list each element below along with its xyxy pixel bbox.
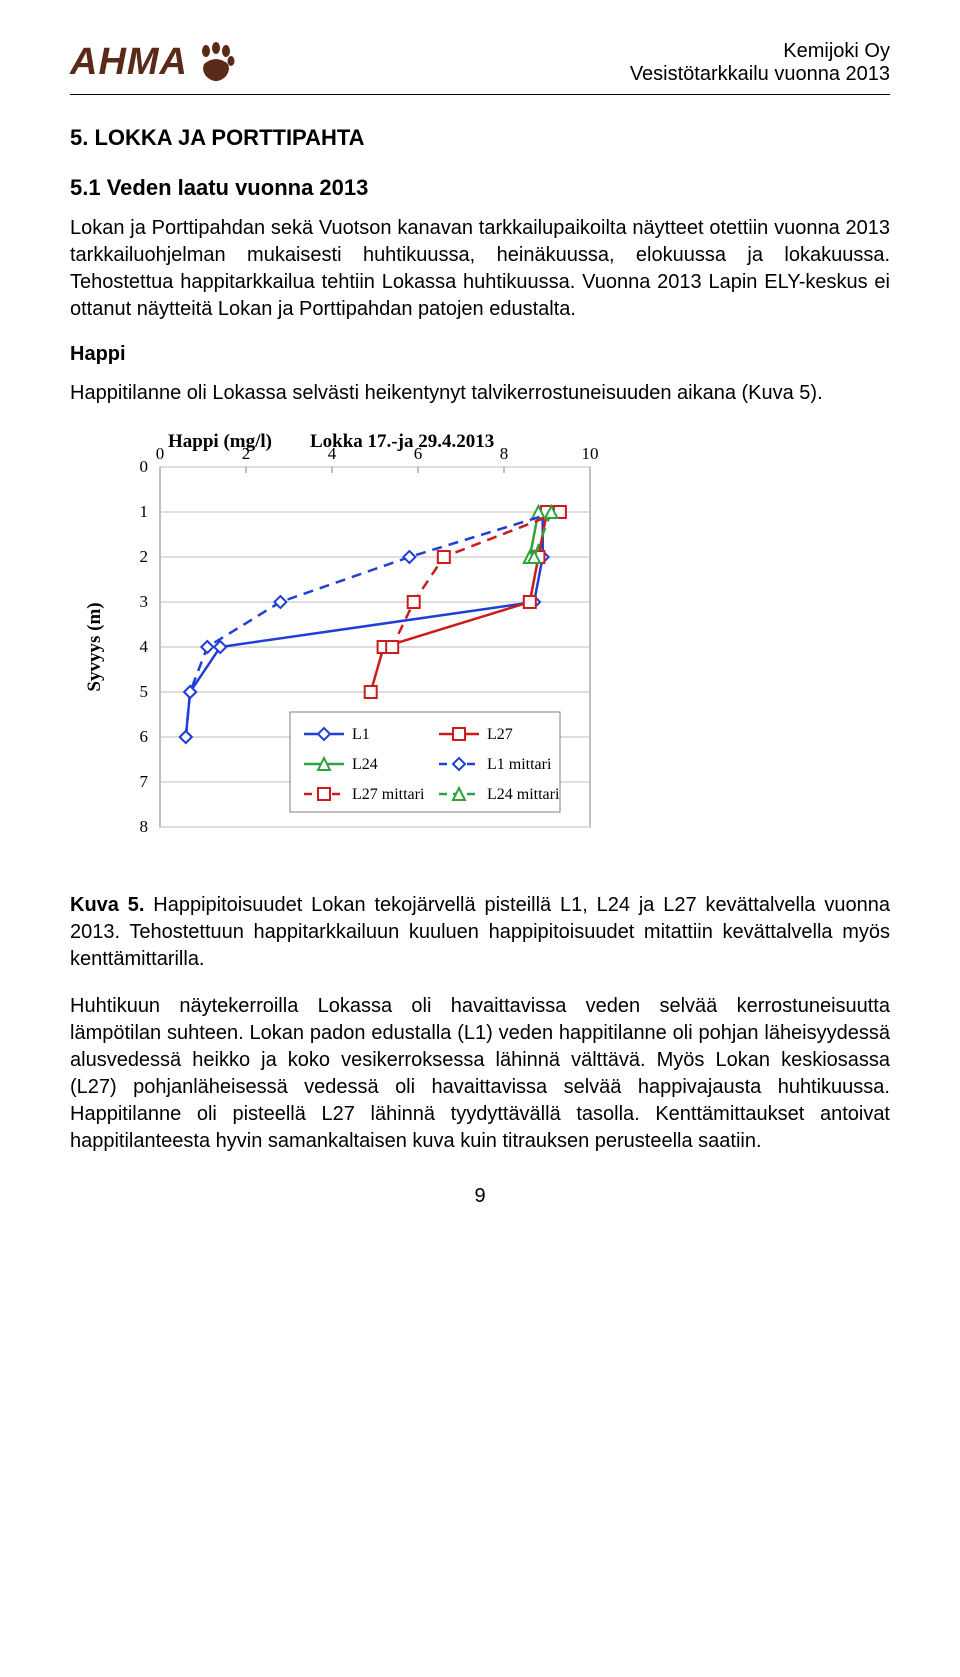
svg-text:L1: L1 <box>352 726 370 743</box>
paragraph-1: Lokan ja Porttipahdan sekä Vuotson kanav… <box>70 215 890 323</box>
svg-text:L27: L27 <box>487 726 513 743</box>
svg-text:7: 7 <box>140 772 149 791</box>
svg-text:6: 6 <box>140 727 149 746</box>
svg-text:4: 4 <box>328 444 337 463</box>
header-right: Kemijoki Oy Vesistötarkkailu vuonna 2013 <box>630 40 890 86</box>
svg-text:Lokka 17.-ja 29.4.2013: Lokka 17.-ja 29.4.2013 <box>310 431 494 452</box>
svg-text:4: 4 <box>140 637 149 656</box>
subsection-title: 5.1 Veden laatu vuonna 2013 <box>70 175 890 201</box>
oxygen-depth-chart: Happi (mg/l) Lokka 17.-ja 29.4.2013 Syvyys… <box>70 427 890 872</box>
svg-text:Happi (mg/l): Happi (mg/l) <box>168 431 272 452</box>
svg-text:L27 mittari: L27 mittari <box>352 786 425 803</box>
logo-text: AHMA <box>70 41 188 84</box>
svg-text:2: 2 <box>140 547 149 566</box>
svg-text:8: 8 <box>500 444 509 463</box>
svg-text:3: 3 <box>140 592 149 611</box>
page-number: 9 <box>70 1185 890 1208</box>
svg-text:5: 5 <box>140 682 149 701</box>
paw-icon <box>194 40 238 84</box>
paragraph-2: Happitilanne oli Lokassa selvästi heiken… <box>70 380 890 407</box>
svg-text:1: 1 <box>140 502 149 521</box>
paragraph-3: Huhtikuun näytekerroilla Lokassa oli hav… <box>70 993 890 1155</box>
page-header: AHMA Kemijoki Oy Vesistötarkkailu vuonna… <box>70 40 890 95</box>
svg-text:2: 2 <box>242 444 251 463</box>
svg-text:0: 0 <box>140 457 149 476</box>
svg-text:Syvyys (m): Syvyys (m) <box>84 602 105 691</box>
subhead-happi: Happi <box>70 343 890 366</box>
section-title: 5. LOKKA JA PORTTIPAHTA <box>70 125 890 151</box>
logo: AHMA <box>70 40 238 84</box>
svg-text:L1 mittari: L1 mittari <box>487 756 552 773</box>
svg-text:L24 mittari: L24 mittari <box>487 786 560 803</box>
caption-body: Happipitoisuudet Lokan tekojärvellä pist… <box>70 894 890 970</box>
figure-caption: Kuva 5. Happipitoisuudet Lokan tekojärve… <box>70 892 890 973</box>
svg-text:0: 0 <box>156 444 165 463</box>
svg-text:8: 8 <box>140 817 149 836</box>
svg-text:10: 10 <box>582 444 599 463</box>
company-name: Kemijoki Oy <box>630 40 890 63</box>
report-title: Vesistötarkkailu vuonna 2013 <box>630 63 890 86</box>
svg-text:6: 6 <box>414 444 423 463</box>
svg-text:L24: L24 <box>352 756 378 773</box>
caption-lead: Kuva 5. <box>70 894 144 916</box>
